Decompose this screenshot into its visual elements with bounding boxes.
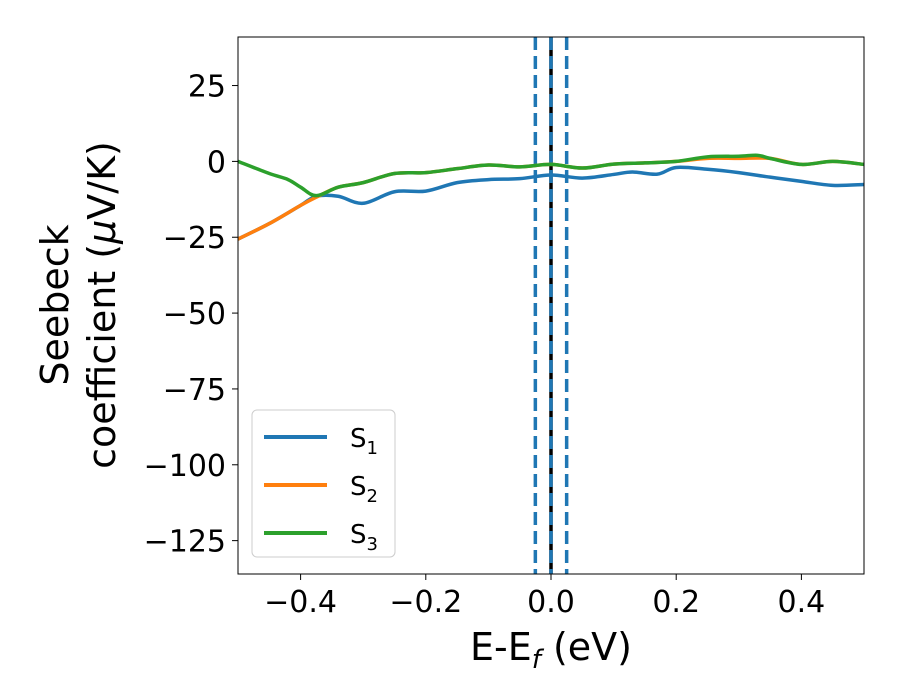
y-axis-title-prefix: coefficient (	[80, 244, 124, 469]
x-tick-label: −0.4	[264, 585, 337, 620]
y-tick-label: 25	[188, 70, 226, 105]
legend-label-subscript: 2	[367, 486, 378, 507]
y-tick-label: −100	[144, 449, 226, 484]
y-axis-title-mu: μ	[80, 220, 124, 245]
y-axis-title-line2: coefficient (μV/K)	[80, 141, 124, 469]
y-tick-label: −75	[163, 373, 226, 408]
series-lines	[238, 153, 864, 241]
y-axis-title-line1: Seebeck	[33, 224, 77, 385]
legend-label-s2: S2	[350, 472, 378, 507]
x-tick-label: 0.2	[652, 585, 700, 620]
x-tick-label: 0.0	[527, 585, 575, 620]
y-axis-ticks: 25 0 −25 −50 −75 −100 −125	[144, 70, 238, 560]
x-axis-title-unit: (eV)	[541, 625, 632, 669]
y-tick-label: 0	[207, 145, 226, 180]
y-tick-label: −50	[163, 297, 226, 332]
series-line-s3	[238, 153, 864, 198]
series-line-s1	[238, 165, 864, 241]
legend-label-subscript: 1	[367, 438, 378, 459]
x-axis-ticks: −0.4 −0.2 0.0 0.2 0.4	[264, 574, 825, 620]
legend-label-s1: S1	[350, 424, 378, 459]
x-axis-title-main: E-E	[470, 625, 532, 669]
x-tick-label: 0.4	[778, 585, 826, 620]
y-axis-title: Seebeck coefficient (μV/K)	[33, 141, 124, 469]
legend-label-main: S	[350, 520, 367, 550]
y-axis-title-unit: V/K)	[80, 141, 124, 220]
reference-lines	[533, 37, 569, 574]
x-axis-title: E-Ef (eV)	[470, 625, 632, 675]
legend-label-main: S	[350, 472, 367, 502]
x-tick-label: −0.2	[389, 585, 462, 620]
y-tick-label: −25	[163, 221, 226, 256]
y-tick-label: −125	[144, 525, 226, 560]
legend-label-main: S	[350, 424, 367, 454]
legend-label-s3: S3	[350, 520, 378, 555]
legend-label-subscript: 3	[367, 534, 378, 555]
